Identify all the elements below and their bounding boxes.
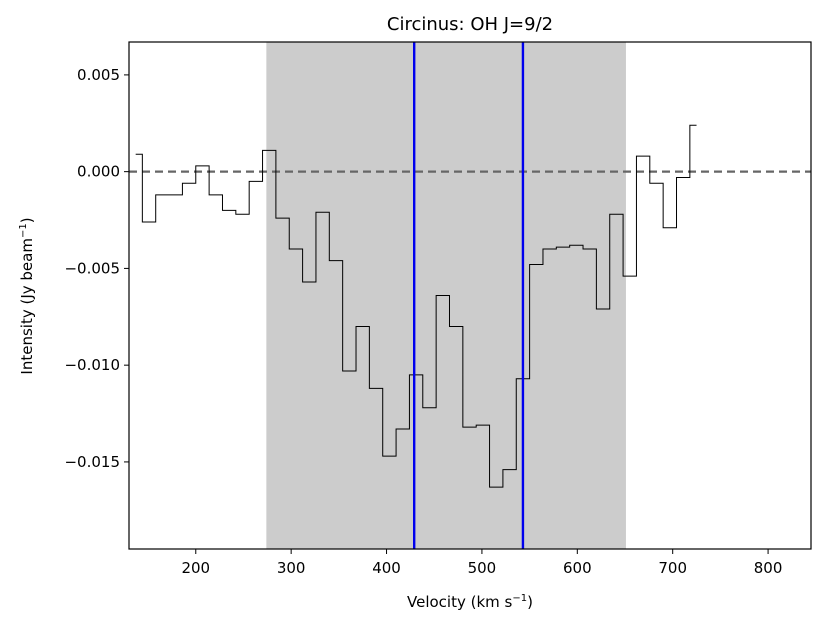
x-tick-label: 600 <box>563 559 592 577</box>
y-tick-label: −0.015 <box>64 453 120 471</box>
y-tick-label: 0.000 <box>77 163 120 181</box>
x-tick-label: 500 <box>468 559 497 577</box>
x-tick-label: 800 <box>754 559 783 577</box>
y-tick-label: −0.010 <box>64 356 120 374</box>
plot-area <box>129 42 811 549</box>
y-axis-label: Intensity (Jy beam−1) <box>18 217 36 374</box>
chart-title: Circinus: OH J=9/2 <box>387 14 553 35</box>
y-tick-label: −0.005 <box>64 259 120 277</box>
x-axis-label: Velocity (km s−1) <box>407 593 533 611</box>
x-tick-label: 700 <box>658 559 687 577</box>
y-tick-label: 0.005 <box>77 66 120 84</box>
x-tick-label: 200 <box>181 559 210 577</box>
x-tick-label: 400 <box>372 559 401 577</box>
axis-ticks: 200 300 400 500 600 700 800 0.005 0.000 −0.005 −0.… <box>64 66 782 577</box>
spectrum-line <box>135 124 697 488</box>
x-tick-label: 300 <box>277 559 306 577</box>
plot-frame <box>128 41 812 550</box>
